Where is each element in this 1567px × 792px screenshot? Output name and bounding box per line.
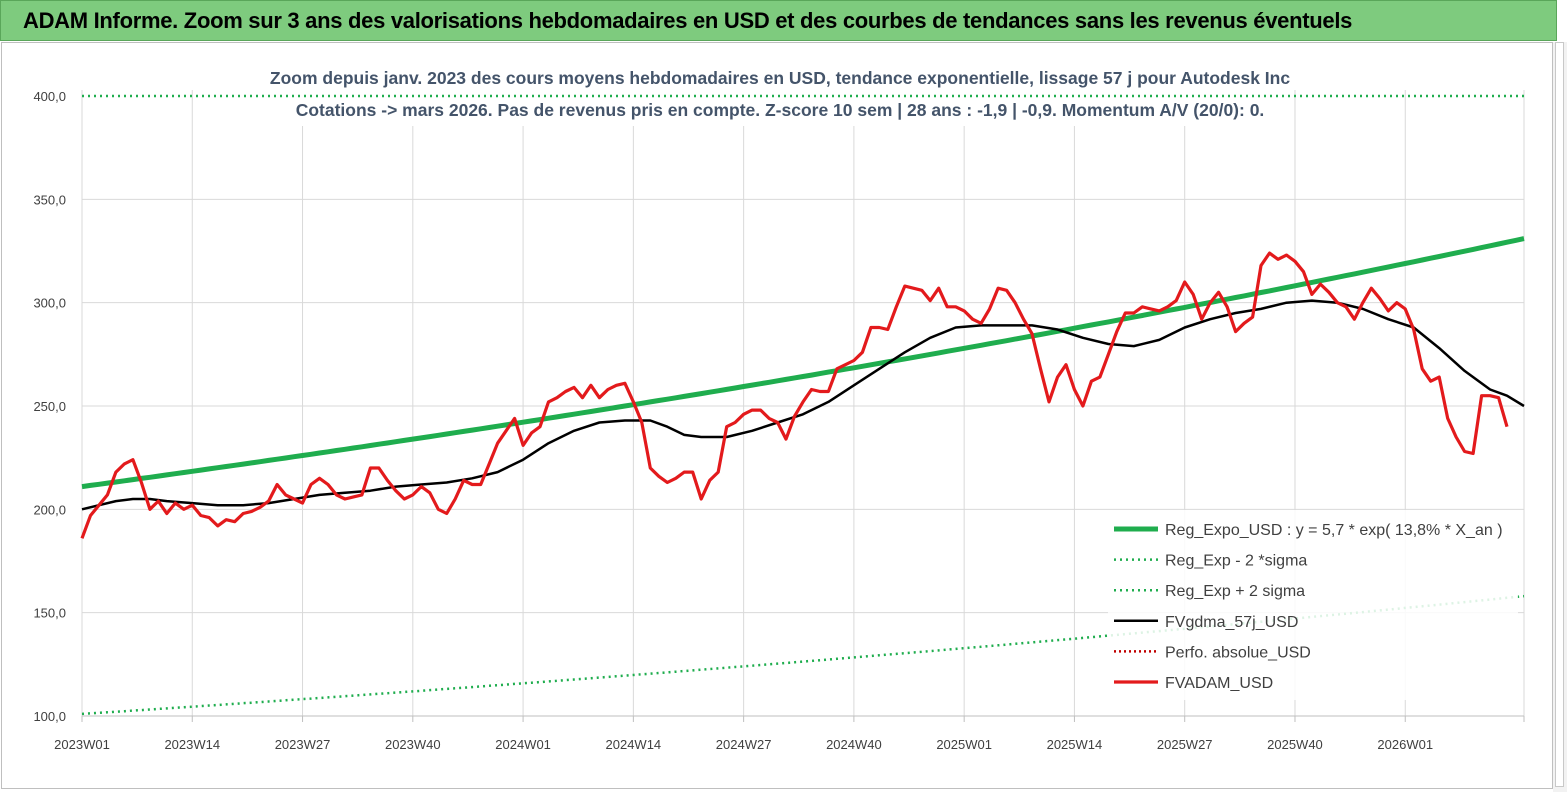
y-tick-label: 300,0 [33,296,66,311]
y-tick-label: 350,0 [33,192,66,207]
chart-title-line-1: Zoom depuis janv. 2023 des cours moyens … [270,68,1290,88]
legend-label-reg_expo: Reg_Expo_USD : y = 5,7 * exp( 13,8% * X_… [1165,522,1503,539]
legend-label-fvgdma: FVgdma_57j_USD [1165,614,1298,631]
series-reg-expo-usd [81,236,1525,490]
x-tick-label: 2025W14 [1047,737,1103,752]
y-tick-label: 250,0 [33,399,66,414]
x-tick-label: 2026W01 [1377,737,1433,752]
x-tick-label: 2025W27 [1157,737,1213,752]
x-tick-label: 2023W14 [164,737,220,752]
legend-label-fvadam: FVADAM_USD [1165,675,1273,692]
x-axis: 2023W01 2023W14 2023W27 2023W40 2024W01 2024W… [54,715,1525,752]
y-axis: 100,0 150,0 200,0 250,0 300,0 350,0 400,0 [33,89,66,724]
legend-label-reg_plus: Reg_Exp + 2 sigma [1165,583,1305,600]
legend-label-perfo: Perfo. absolue_USD [1165,644,1311,661]
x-tick-label: 2024W14 [606,737,662,752]
y-tick-label: 100,0 [33,709,66,724]
legend-background [1108,510,1518,700]
x-tick-label: 2024W40 [826,737,882,752]
legend-label-reg_minus: Reg_Exp - 2 *sigma [1165,553,1307,570]
series-reg-exp-minus-2sigma [81,594,1525,716]
page-title: ADAM Informe. Zoom sur 3 ans des valoris… [23,8,1353,33]
y-tick-label: 200,0 [33,502,66,517]
x-tick-label: 2023W27 [275,737,331,752]
chart-frame [1,42,1553,789]
x-tick-label: 2023W01 [54,737,110,752]
chart-title-line-2: Cotations -> mars 2026. Pas de revenus p… [296,100,1265,120]
y-tick-label: 400,0 [33,89,66,104]
x-tick-label: 2024W27 [716,737,772,752]
x-tick-label: 2024W01 [495,737,551,752]
title-banner: ADAM Informe. Zoom sur 3 ans des valoris… [0,0,1557,41]
x-tick-label: 2023W40 [385,737,441,752]
legend: Reg_Expo_USD : y = 5,7 * exp( 13,8% * X_… [1108,510,1518,700]
x-tick-label: 2025W01 [936,737,992,752]
series-lines [80,94,1525,716]
title-background [268,60,1288,126]
y-tick-label: 150,0 [33,606,66,621]
scrollbar-thumb[interactable] [1555,42,1564,787]
x-tick-label: 2025W40 [1267,737,1323,752]
vertical-scrollbar[interactable] [1553,42,1567,792]
series-fvadam-usd [80,251,1509,539]
